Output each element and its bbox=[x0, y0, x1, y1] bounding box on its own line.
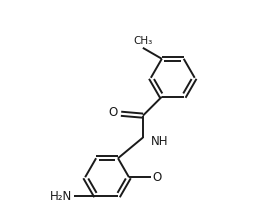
Text: O: O bbox=[109, 106, 118, 119]
Text: H₂N: H₂N bbox=[50, 190, 72, 203]
Text: CH₃: CH₃ bbox=[133, 36, 153, 46]
Text: NH: NH bbox=[151, 135, 169, 148]
Text: O: O bbox=[152, 171, 162, 184]
